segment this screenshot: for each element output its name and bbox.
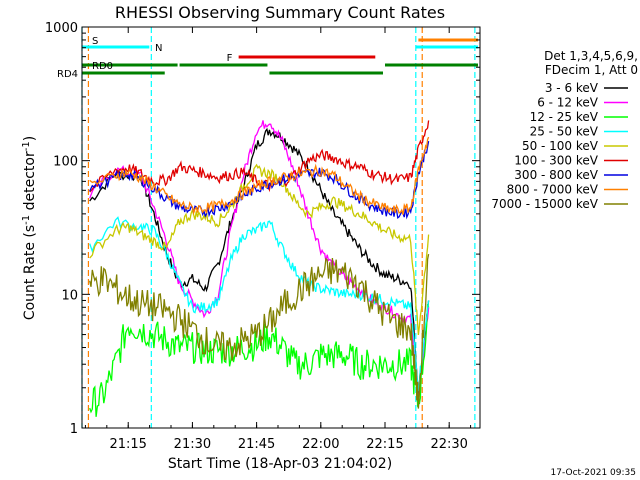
flag-label-n: N	[155, 43, 162, 54]
legend-entry-0: 3 - 6 keV	[545, 81, 599, 95]
legend-header-0: Det 1,3,4,5,6,9,	[544, 49, 638, 63]
legend-entry-1: 6 - 12 keV	[537, 96, 599, 110]
chart-title: RHESSI Observing Summary Count Rates	[115, 3, 445, 22]
flag-bars: S N F RD0 RD4	[57, 36, 478, 80]
legend-entry-5: 100 - 300 keV	[514, 154, 598, 168]
legend-entry-6: 300 - 800 keV	[514, 168, 598, 182]
series-line-1	[89, 120, 430, 404]
x-axis-ticks: 21:15 21:30 21:45 22:00 22:15 22:30	[84, 27, 472, 452]
series-line-6	[89, 140, 430, 220]
legend: Det 1,3,4,5,6,9,FDecim 1, Att 0 3 - 6 keV…	[491, 49, 638, 211]
x-tick-label-2: 21:45	[238, 437, 275, 452]
series-line-4	[89, 163, 430, 335]
y-tick-label-2: 100	[53, 155, 78, 170]
y-axis-ticks: 1 10 100 1000	[45, 21, 480, 437]
legend-entry-7: 800 - 7000 keV	[507, 183, 599, 197]
plot-frame	[81, 26, 481, 429]
x-tick-label-3: 22:00	[302, 437, 339, 452]
legend-header-1: FDecim 1, Att 0	[545, 63, 638, 77]
series-line-3	[89, 216, 430, 392]
legend-entry-2: 12 - 25 keV	[530, 110, 599, 124]
legend-entry-3: 25 - 50 keV	[530, 125, 599, 139]
series-line-8	[89, 253, 430, 409]
flag-label-rd4: RD4	[57, 69, 78, 80]
series-lines	[89, 120, 430, 417]
flag-label-rd0: RD0	[92, 61, 113, 72]
legend-entry-8: 7000 - 15000 keV	[491, 197, 598, 211]
series-line-7	[89, 136, 430, 216]
legend-entry-4: 50 - 100 keV	[522, 139, 599, 153]
y-tick-label-1: 10	[61, 288, 78, 303]
x-tick-label-4: 22:15	[366, 437, 403, 452]
x-tick-label-1: 21:30	[174, 437, 211, 452]
flag-label-f: F	[227, 53, 233, 64]
flag-label-s: S	[92, 36, 98, 47]
footer-date: 17-Oct-2021 09:35	[551, 468, 636, 478]
series-line-2	[89, 303, 430, 417]
y-tick-label-3: 1000	[45, 21, 78, 36]
y-axis-label: Count Rate (s-1 detector-1)	[21, 136, 38, 320]
x-axis-label: Start Time (18-Apr-03 21:04:02)	[168, 456, 392, 472]
x-tick-label-0: 21:15	[109, 437, 146, 452]
y-tick-label-0: 1	[70, 422, 78, 437]
series-line-5	[89, 120, 430, 193]
x-tick-label-5: 22:30	[430, 437, 467, 452]
